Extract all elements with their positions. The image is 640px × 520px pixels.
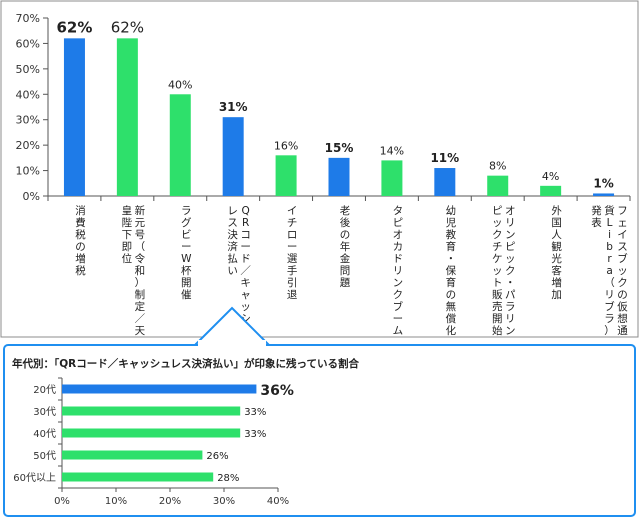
data-label: 14% — [380, 144, 404, 157]
bar — [487, 175, 509, 196]
inset-x-tick-label: 10% — [105, 496, 127, 507]
y-tick-label: 40% — [16, 88, 40, 101]
x-tick-label: 幼児教育・保育の無償化 — [446, 204, 457, 337]
bar — [381, 160, 403, 196]
data-label: 31% — [219, 100, 248, 114]
x-tick-label: オリンピック・パラリンピックチケット販売開始 — [492, 205, 516, 337]
inset-data-label: 33% — [244, 407, 266, 418]
data-label: 11% — [430, 151, 459, 165]
data-label: 62% — [57, 18, 93, 36]
y-tick-label: 30% — [16, 114, 40, 127]
inset-x-tick-label: 40% — [267, 496, 289, 507]
data-label: 1% — [593, 176, 613, 190]
y-tick-label: 60% — [16, 37, 40, 50]
bar — [328, 157, 350, 196]
data-label: 40% — [168, 78, 192, 91]
inset-data-label: 33% — [244, 429, 266, 440]
y-tick-label: 0% — [23, 190, 40, 203]
x-tick-label: ラグビー W 杯開催 — [181, 205, 192, 301]
inset-x-tick-label: 20% — [159, 496, 181, 507]
x-tick-label: タピオカドリンクブーム — [393, 205, 404, 337]
inset-y-tick-label: 60代以上 — [13, 472, 56, 484]
bar — [593, 193, 615, 196]
data-label: 8% — [489, 160, 506, 173]
inset-bar — [62, 406, 241, 416]
y-tick-label: 10% — [16, 165, 40, 178]
main-bar-chart: 0% 10% 20% 30% 40% 50% 60% 70% 62% 消費税の増税 62% 新元号（令… — [16, 12, 631, 337]
inset-bar — [62, 472, 214, 482]
data-label: 15% — [325, 141, 354, 155]
inset-data-label: 36% — [260, 383, 294, 399]
bar — [434, 168, 456, 196]
inset-x-tick-label: 0% — [54, 496, 70, 507]
data-label: 16% — [274, 139, 298, 152]
inset-chart-title: 年代別：「QRコード／キャッシュレス決済払い」が印象に残っている割合 — [12, 357, 360, 370]
x-tick-label: 新元号（令和）制定／天皇陛下即位 — [122, 204, 146, 337]
callout-gap-cover — [198, 340, 266, 348]
inset-bar — [62, 428, 241, 438]
x-tick-label: 外国人観光客増加 — [551, 205, 562, 301]
bar — [222, 117, 244, 196]
inset-x-tick-label: 30% — [213, 496, 235, 507]
bar — [275, 155, 297, 196]
inset-y-tick-label: 40代 — [33, 428, 56, 440]
inset-bar — [62, 450, 203, 460]
inset-data-label: 26% — [206, 451, 228, 462]
bar — [63, 38, 85, 196]
bar — [169, 94, 191, 196]
bar — [116, 38, 138, 196]
inset-data-label: 28% — [217, 473, 239, 484]
inset-y-tick-label: 30代 — [33, 406, 56, 418]
y-tick-label: 20% — [16, 139, 40, 152]
inset-y-tick-label: 20代 — [33, 384, 56, 396]
y-tick-label: 50% — [16, 63, 40, 76]
data-label: 62% — [111, 18, 144, 36]
x-tick-label: QRコード／キャッシュレス決済払い — [227, 205, 251, 337]
y-tick-label: 70% — [16, 12, 40, 25]
bar — [540, 185, 562, 196]
data-label: 4% — [542, 170, 559, 183]
inset-bar-chart: 0% 10% 20% 30% 40% 20代 36% 30代 33% 40代 33% 50代 26% 60… — [13, 377, 294, 507]
x-tick-label: 消費税の増税 — [75, 204, 86, 277]
x-tick-label: イチロー選手引退 — [287, 205, 298, 301]
inset-bar — [62, 384, 257, 394]
inset-y-tick-label: 50代 — [33, 450, 56, 462]
x-tick-label: 老後の年金問題 — [340, 204, 351, 289]
main-chart-frame — [0, 0, 639, 338]
